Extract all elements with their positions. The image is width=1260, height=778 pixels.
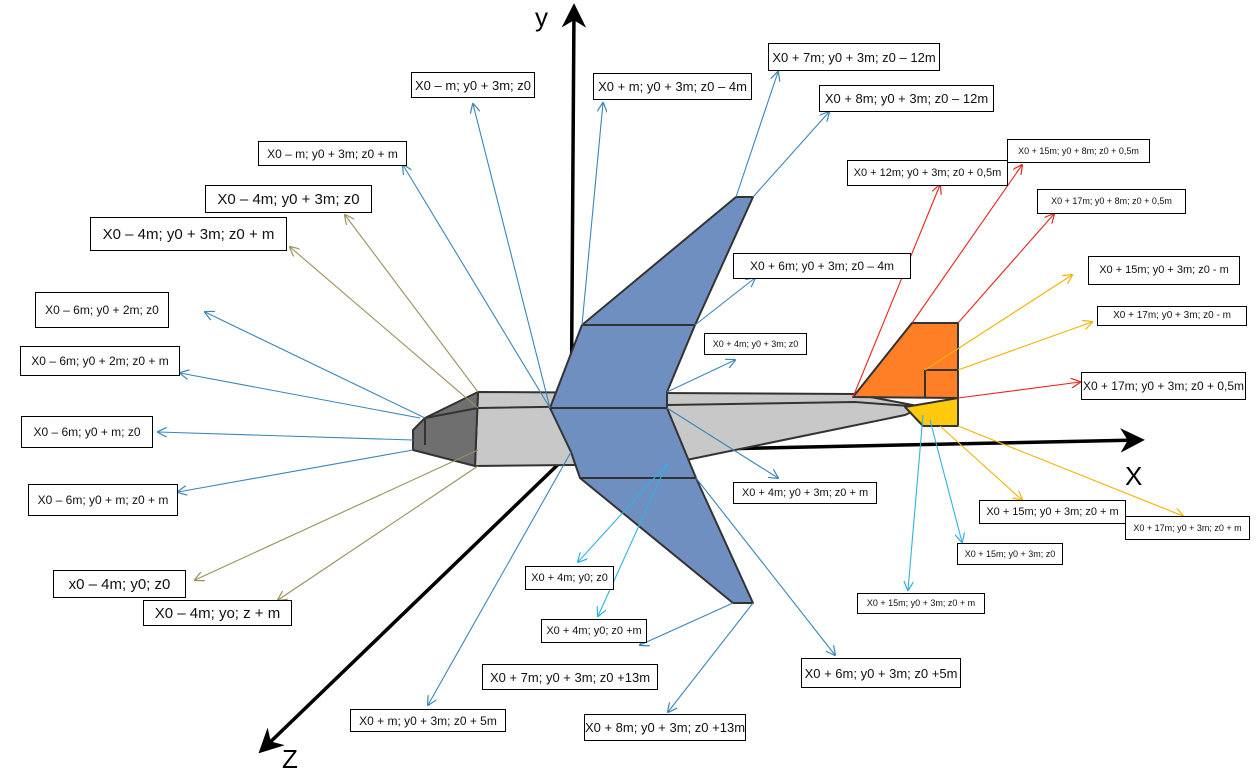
coord-label: X0 – 4m; yo; z + m [143, 600, 292, 626]
arrow-y2 [957, 322, 1092, 371]
arrow-o1 [345, 215, 479, 393]
coord-label: X0 – 4m; y0 + 3m; z0 [205, 185, 372, 213]
arrow-a13 [695, 477, 835, 655]
coord-label: X0 – 6m; y0 + 2m; z0 + m [20, 346, 180, 376]
x-axis-label: X [1125, 461, 1143, 491]
coord-label: X0 + 12m; y0 + 3m; z0 + 0,5m [847, 160, 1008, 186]
arrow-o2 [290, 247, 479, 409]
axes [258, 3, 1145, 754]
coord-label: X0 – 6m; y0 + m; z0 [21, 416, 153, 448]
arrow-c2 [598, 463, 668, 616]
coord-label: X0 + 17m; y0 + 3m; z0 + m [1125, 516, 1250, 540]
coord-label: X0 + 15m; y0 + 3m; z0 + m [857, 593, 985, 614]
coord-label: X0 + 17m; y0 + 3m; z0 + 0,5m [1081, 372, 1246, 400]
coord-label: X0 + 15m; y0 + 3m; z0 - m [1088, 256, 1240, 285]
arrow-r1 [852, 185, 940, 398]
coord-label: X0 + 4m; y0; z0 +m [541, 619, 647, 643]
arrow-c3 [908, 414, 924, 590]
lower-wing [549, 407, 754, 604]
coord-label: X0 + 7m; y0 + 3m; z0 +13m [482, 664, 658, 690]
coord-label: X0 – 6m; y0 + m; z0 + m [28, 484, 178, 516]
upper-wing [549, 196, 754, 409]
arrow-r3 [957, 214, 1054, 324]
coord-label: X0 – 4m; y0 + 3m; z0 + m [90, 217, 287, 251]
arrow-c4 [929, 419, 962, 542]
coord-label: X0 + 8m; y0 + 3m; z0 – 12m [819, 85, 994, 112]
arrow-y1 [924, 275, 1072, 371]
arrow-a14 [428, 451, 572, 705]
coord-label: X0 + 6m; y0 + 3m; z0 +5m [801, 658, 961, 688]
coord-label: X0 – m; y0 + 3m; z0 + m [258, 141, 407, 166]
coord-label: X0 + 15m; y0 + 8m; z0 + 0,5m [1007, 139, 1150, 163]
arrow-c1 [578, 463, 668, 562]
coord-label: X0 + 4m; y0; z0 [525, 566, 614, 590]
nose-edge [424, 407, 479, 419]
airplane [412, 196, 959, 604]
arrow-a11 [666, 360, 735, 393]
z-axis-label: Z [282, 744, 298, 774]
arrows [158, 72, 1183, 712]
arrow-a15 [640, 602, 734, 645]
tail-fin-lower [904, 397, 959, 427]
arrow-o3 [195, 449, 479, 580]
arrow-a7 [180, 373, 421, 419]
arrow-r2 [911, 165, 1022, 324]
arrow-r4 [957, 382, 1080, 399]
coord-label: X0 + m; y0 + 3m; z0 – 4m [593, 73, 752, 100]
coord-label: X0 – m; y0 + 3m; z0 [411, 72, 535, 98]
coord-label: X0 + 7m; y0 + 3m; z0 – 12m [768, 43, 940, 71]
coord-label: X0 + 4m; y0 + 3m; z0 [704, 333, 807, 355]
fuselage-body [474, 391, 924, 467]
arrow-a4 [752, 112, 829, 198]
arrow-y4 [957, 425, 1183, 516]
coord-label: X0 + 15m; y0 + 3m; z0 + m [979, 500, 1126, 524]
arrow-a3 [735, 72, 778, 198]
z-axis [258, 450, 573, 754]
coord-label: X0 – 6m; y0 + 2m; z0 [35, 292, 169, 328]
coord-label: X0 + 8m; y0 + 3m; z0 +13m [584, 714, 746, 741]
arrow-a8 [158, 432, 414, 441]
arrow-a6 [205, 312, 426, 419]
tail-fin-upper [852, 322, 959, 399]
y-axis-label: y [535, 2, 548, 32]
arrow-a5 [403, 165, 551, 409]
arrow-y3 [939, 425, 1022, 500]
coord-label: X0 + 4m; y0 + 3m; z0 + m [733, 482, 877, 504]
coord-label: X0 + 17m; y0 + 3m; z0 - m [1097, 306, 1247, 326]
arrow-a16 [668, 602, 754, 712]
coord-label: X0 + 6m; y0 + 3m; z0 – 4m [733, 253, 911, 279]
arrow-a12 [666, 407, 778, 478]
coord-label: X0 + 17m; y0 + 8m; z0 + 0,5m [1037, 189, 1186, 214]
coord-label: X0 + m; y0 + 3m; z0 + 5m [350, 709, 506, 732]
arrow-a2 [581, 103, 603, 326]
arrow-o4 [278, 465, 479, 600]
arrow-a10 [694, 278, 755, 326]
coord-label: X0 + 15m; y0 + 3m; z0 [957, 543, 1063, 565]
arrow-a1 [473, 104, 551, 409]
coord-label: x0 – 4m; y0; z0 [53, 570, 186, 598]
arrow-a9 [178, 449, 414, 492]
